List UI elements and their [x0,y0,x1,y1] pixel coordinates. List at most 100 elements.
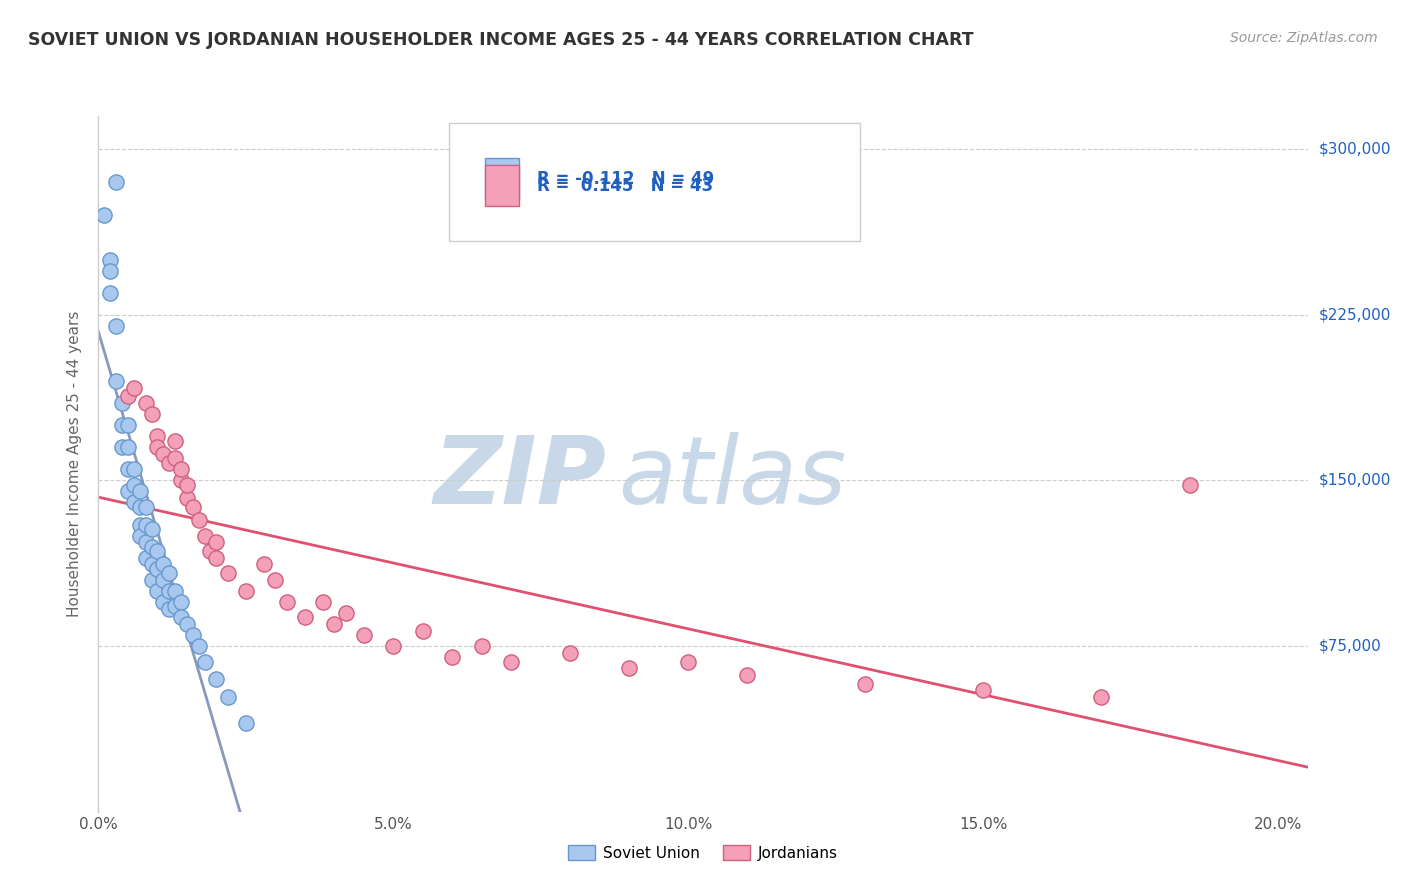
Point [157,601,180,615]
Point [165,599,187,614]
Point [560,646,582,660]
Point [972,683,994,698]
Point [152,595,174,609]
Point [122,478,145,492]
Point [146,544,169,558]
Point [141,540,163,554]
Point [117,440,139,454]
Text: $300,000: $300,000 [1319,142,1391,157]
Point [117,484,139,499]
Point [135,500,157,514]
Point [735,667,758,681]
Point [135,550,157,565]
Point [146,583,169,598]
Point [141,522,163,536]
Point [135,517,157,532]
Point [141,558,163,572]
Point [252,558,274,572]
Point [157,456,180,470]
Point [152,558,174,572]
Point [152,573,174,587]
Point [146,562,169,576]
Y-axis label: Householder Income Ages 25 - 44 years: Householder Income Ages 25 - 44 years [67,310,83,617]
Point [165,434,187,448]
Point [128,517,150,532]
Point [176,617,198,632]
Point [170,595,193,609]
Point [128,484,150,499]
Point [353,628,375,642]
Point [176,491,198,505]
Text: $150,000: $150,000 [1319,473,1391,488]
Point [170,462,193,476]
Point [441,650,464,665]
Point [98,252,121,267]
Point [135,535,157,549]
Point [128,500,150,514]
Point [157,583,180,598]
Legend: Soviet Union, Jordanians: Soviet Union, Jordanians [562,838,844,867]
Text: $75,000: $75,000 [1319,639,1382,654]
Point [170,610,193,624]
Point [105,318,128,333]
Point [111,396,134,410]
Point [187,639,209,653]
Point [146,440,169,454]
Point [105,374,128,388]
Point [205,535,228,549]
Point [117,462,139,476]
Point [98,263,121,277]
Text: atlas: atlas [619,433,846,524]
Point [235,716,257,731]
Point [165,583,187,598]
Point [141,573,163,587]
Text: SOVIET UNION VS JORDANIAN HOUSEHOLDER INCOME AGES 25 - 44 YEARS CORRELATION CHAR: SOVIET UNION VS JORDANIAN HOUSEHOLDER IN… [28,31,974,49]
Point [311,595,333,609]
Point [128,528,150,542]
Point [294,610,316,624]
Point [194,655,217,669]
Point [264,573,287,587]
Point [412,624,434,638]
Text: $225,000: $225,000 [1319,307,1391,322]
Point [471,639,494,653]
Point [146,429,169,443]
Point [98,285,121,300]
Point [501,655,523,669]
Point [335,606,357,620]
Point [117,389,139,403]
Point [170,474,193,488]
Point [194,528,217,542]
Point [117,418,139,433]
Point [235,583,257,598]
Point [157,566,180,581]
Point [165,451,187,466]
Point [678,655,700,669]
Point [181,500,204,514]
Point [205,672,228,686]
Point [217,566,239,581]
Point [1178,478,1201,492]
Text: R =  0.145   N = 43: R = 0.145 N = 43 [537,177,713,194]
Point [187,513,209,527]
Point [105,175,128,189]
Text: R = -0.112   N = 49: R = -0.112 N = 49 [537,169,714,187]
Point [323,617,346,632]
Point [122,381,145,395]
Point [122,495,145,509]
Point [176,478,198,492]
Point [205,550,228,565]
Point [111,440,134,454]
Point [200,544,222,558]
Point [181,628,204,642]
Point [93,208,115,222]
FancyBboxPatch shape [485,165,519,206]
Point [152,447,174,461]
Point [382,639,405,653]
Point [111,418,134,433]
Point [141,407,163,421]
Text: ZIP: ZIP [433,432,606,524]
Text: Source: ZipAtlas.com: Source: ZipAtlas.com [1230,31,1378,45]
Point [122,462,145,476]
Point [135,396,157,410]
